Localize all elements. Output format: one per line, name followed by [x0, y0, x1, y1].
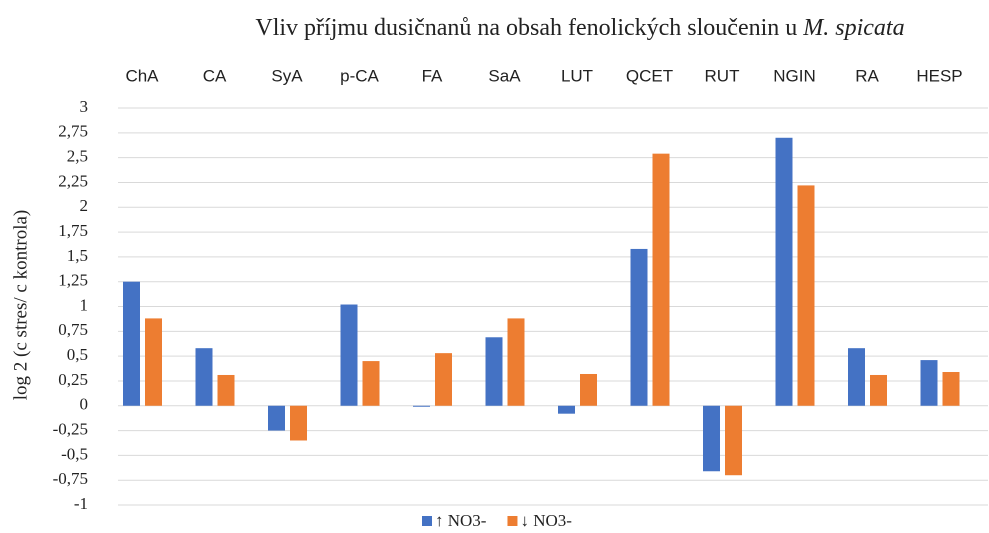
legend-swatch	[422, 516, 432, 526]
bar	[485, 337, 503, 406]
bar	[145, 318, 162, 406]
title-species: M. spicata	[802, 15, 904, 41]
category-label: SaA	[488, 66, 521, 85]
y-tick-label: 0	[80, 395, 89, 414]
y-tick-label: 0,5	[67, 345, 88, 364]
category-label: SyA	[271, 66, 303, 85]
chart-title: Vliv příjmu dusičnanů na obsah fenolický…	[255, 15, 904, 41]
bar	[652, 153, 670, 406]
y-tick-label: 1	[80, 295, 89, 314]
category-label: HESP	[916, 66, 962, 85]
y-tick-label: 0,25	[58, 370, 88, 389]
bar	[290, 405, 307, 441]
bar	[123, 281, 140, 406]
y-tick-label: 2	[80, 196, 89, 215]
bar	[920, 360, 938, 406]
category-label: RUT	[705, 66, 740, 85]
bar	[630, 248, 648, 406]
legend-label: ↑ NO3-	[435, 511, 487, 530]
bar	[217, 374, 235, 406]
y-tick-label: -1	[74, 494, 88, 513]
bar	[703, 405, 720, 472]
bar	[362, 361, 380, 406]
bar	[268, 405, 285, 431]
category-label: NGIN	[773, 66, 816, 85]
title-main: Vliv příjmu dusičnanů na obsah fenolický…	[255, 15, 797, 41]
bar	[558, 405, 575, 414]
category-label: QCET	[626, 66, 673, 85]
legend-swatch	[507, 516, 518, 526]
y-tick-label: 2,75	[58, 122, 88, 141]
y-tick-label: -0,75	[53, 469, 88, 488]
category-label: RA	[855, 66, 879, 85]
bar	[775, 137, 793, 406]
bar	[942, 372, 960, 406]
bar	[340, 304, 358, 406]
bar	[580, 373, 597, 406]
y-tick-label: 3	[80, 97, 89, 116]
y-axis-label: log 2 (c stres/ c kontrola)	[10, 210, 31, 400]
y-tick-label: -0,25	[53, 419, 88, 438]
bar	[797, 185, 815, 406]
y-tick-label: -0,5	[61, 444, 88, 463]
bar	[507, 318, 525, 406]
bar	[435, 353, 452, 406]
bar	[725, 405, 742, 476]
category-label: LUT	[561, 66, 593, 85]
y-tick-label: 1,25	[58, 271, 88, 290]
y-tick-label: 1,5	[67, 246, 88, 265]
y-tick-label: 1,75	[58, 221, 88, 240]
category-label: CA	[203, 66, 227, 85]
category-label: p-CA	[340, 66, 379, 85]
bar	[848, 348, 865, 406]
y-tick-label: 0,75	[58, 320, 88, 339]
y-tick-label: 2,25	[58, 171, 88, 190]
bar	[413, 405, 430, 407]
category-label: ChA	[125, 66, 159, 85]
legend-label: ↓ NO3-	[520, 511, 572, 530]
bar	[870, 374, 887, 406]
category-label: FA	[422, 66, 443, 85]
bar	[195, 348, 213, 406]
y-tick-label: 2,5	[67, 147, 88, 166]
